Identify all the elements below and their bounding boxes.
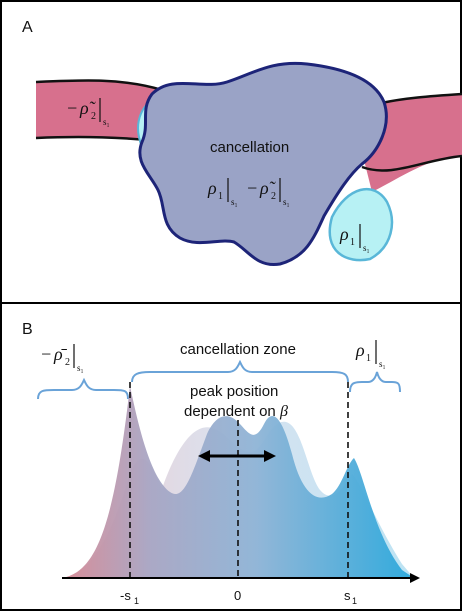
svg-text:ρ: ρ bbox=[339, 224, 349, 244]
svg-text:s₁: s₁ bbox=[231, 197, 238, 207]
tick-label-neg-s1: -s 1 bbox=[120, 588, 139, 606]
svg-text:−: − bbox=[66, 98, 78, 118]
pink-band bbox=[36, 80, 170, 142]
svg-text:−: − bbox=[40, 344, 52, 364]
panel-a-svg: A cancellation ρ 1 s₁ − ρ̃ 2 s₁ − ρ̃ 2 bbox=[22, 19, 462, 267]
x-axis bbox=[62, 573, 420, 583]
svg-text:s₁: s₁ bbox=[363, 243, 370, 253]
panel-b: B − ρ̄ 2 s₁ cancellation zone ρ 1 s₁ pea… bbox=[0, 302, 462, 611]
left-bracket bbox=[37, 377, 129, 400]
peak-shift-arrow bbox=[198, 450, 276, 462]
svg-text:s₁: s₁ bbox=[77, 363, 84, 373]
svg-text:2: 2 bbox=[91, 111, 96, 122]
svg-text:s: s bbox=[344, 588, 351, 603]
svg-text:-s: -s bbox=[120, 588, 131, 603]
svg-text:1: 1 bbox=[134, 596, 139, 606]
right-bracket bbox=[349, 371, 401, 393]
svg-text:2: 2 bbox=[65, 357, 70, 368]
peak-position-label-line1: peak position bbox=[190, 383, 278, 400]
svg-text:1: 1 bbox=[218, 191, 223, 202]
cancellation-label: cancellation bbox=[210, 139, 289, 156]
svg-text:−: − bbox=[246, 178, 258, 198]
cyan-region-right bbox=[328, 187, 394, 262]
svg-text:ρ: ρ bbox=[355, 340, 365, 360]
panel-b-letter: B bbox=[22, 321, 33, 338]
tick-label-s1: s 1 bbox=[344, 588, 357, 606]
panel-b-svg: B − ρ̄ 2 s₁ cancellation zone ρ 1 s₁ pea… bbox=[22, 321, 420, 606]
cancellation-zone-label: cancellation zone bbox=[180, 341, 296, 358]
svg-text:s₁: s₁ bbox=[379, 359, 386, 369]
panel-a-letter: A bbox=[22, 19, 33, 36]
cancellation-zone-bracket bbox=[131, 359, 349, 383]
cancellation-blob bbox=[138, 61, 388, 267]
svg-text:1: 1 bbox=[352, 596, 357, 606]
svg-text:2: 2 bbox=[271, 191, 276, 202]
panel-a: A cancellation ρ 1 s₁ − ρ̃ 2 s₁ − ρ̃ 2 bbox=[0, 0, 462, 304]
minus-rho2-bar-label: − ρ̄ 2 s₁ bbox=[40, 344, 84, 373]
svg-text:s₁: s₁ bbox=[103, 117, 110, 127]
tick-label-zero: 0 bbox=[234, 588, 241, 603]
svg-text:1: 1 bbox=[366, 353, 371, 364]
beta-symbol: β bbox=[279, 403, 288, 420]
svg-text:ρ: ρ bbox=[207, 178, 217, 198]
svg-text:1: 1 bbox=[350, 237, 355, 248]
rho1-label-right: ρ 1 s₁ bbox=[339, 224, 370, 253]
rho1-label: ρ 1 s₁ bbox=[355, 340, 386, 369]
svg-text:s₁: s₁ bbox=[283, 197, 290, 207]
peak-position-label-line2: dependent on bbox=[184, 403, 276, 420]
